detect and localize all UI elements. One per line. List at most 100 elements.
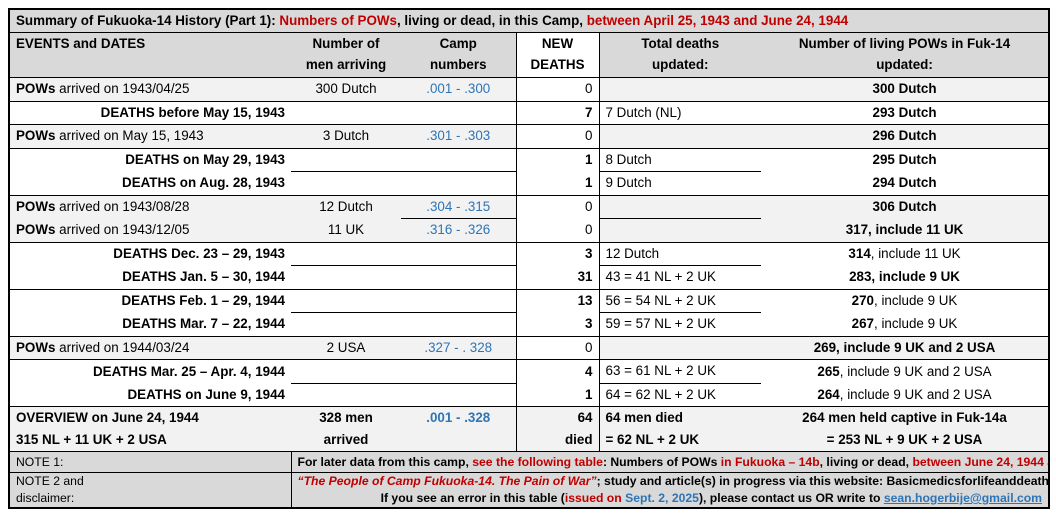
title-row: Summary of Fukuoka-14 History (Part 1): … <box>9 9 1050 33</box>
text-segment: Summary of Fukuoka-14 History (Part 1): <box>16 13 280 28</box>
living-rest: , include 9 UK <box>874 316 958 331</box>
note-2-text: “The People of Camp Fukuoka-14. The Pain… <box>291 472 1050 508</box>
total-deaths <box>599 194 761 219</box>
text-segment: issued on <box>564 491 626 505</box>
total-deaths: 7 Dutch (NL) <box>599 100 761 125</box>
men-arriving <box>291 359 401 384</box>
living-pows: 293 Dutch <box>761 100 1050 125</box>
men-arriving <box>291 312 401 337</box>
living-bold: 296 Dutch <box>872 128 937 144</box>
overview-arriving: arrived <box>291 429 401 452</box>
email-link[interactable]: sean.hogerbije@gmail.com <box>883 491 1043 505</box>
text-segment: , living or dead, <box>819 454 913 469</box>
overview-total: = 62 NL + 2 UK <box>599 429 761 452</box>
living-pows: 269, include 9 UK and 2 USA <box>761 335 1050 360</box>
header-camp-numbers: Camp numbers <box>401 32 516 78</box>
camp-numbers <box>401 359 516 384</box>
arrival-row: POWs arrived on 1943/12/05 11 UK .316 - .3… <box>9 218 1050 243</box>
living-pows: 306 Dutch <box>761 194 1050 219</box>
camp-numbers <box>401 147 516 172</box>
header-row: EVENTS and DATES Number of men arriving C… <box>9 32 1050 78</box>
note-1-label: NOTE 1: <box>9 451 292 473</box>
event-rest: arrived on 1943/04/25 <box>55 81 190 97</box>
note-1-row: NOTE 1: For later data from this camp, se… <box>9 451 1050 473</box>
event-bold: DEATHS Jan. 5 – 30, 1944 <box>122 269 285 284</box>
event-label: POWs arrived on 1943/04/25 <box>9 77 291 101</box>
header-text: updated: <box>876 57 933 72</box>
event-label: DEATHS Dec. 23 – 29, 1943 <box>9 241 291 266</box>
living-pows: 264, include 9 UK and 2 USA <box>761 383 1049 407</box>
deaths-row: DEATHS before May 15, 1943 7 7 Dutch (NL) 2… <box>9 100 1050 125</box>
total-deaths: 43 = 41 NL + 2 UK <box>605 269 716 285</box>
arrival-row: POWs arrived on 1943/04/25 300 Dutch .001 … <box>9 77 1050 101</box>
new-deaths: 13 <box>515 288 600 313</box>
total-deaths: 12 Dutch <box>599 241 761 266</box>
table-title: Summary of Fukuoka-14 History (Part 1): … <box>9 9 1050 33</box>
new-deaths: 1 <box>515 383 600 407</box>
new-deaths: 1 <box>515 171 600 195</box>
text-segment: : Numbers of POWs <box>602 454 721 469</box>
camp-numbers <box>401 100 516 125</box>
total-deaths <box>599 124 761 148</box>
living-bold: 267 <box>851 316 874 331</box>
living-pows: 317, include 11 UK <box>761 219 1049 243</box>
deaths-row: DEATHS on Aug. 28, 1943 1 9 Dutch 294 Dutch <box>9 171 1050 196</box>
overview-new: died <box>515 429 600 452</box>
overview-label: OVERVIEW on June 24, 1944 <box>9 406 291 429</box>
event-label: DEATHS on June 9, 1944 <box>9 383 291 407</box>
deaths-row: DEATHS Mar. 7 – 22, 1944 3 59 = 57 NL + 2 … <box>9 312 1050 337</box>
event-bold: POWs <box>16 222 56 237</box>
total-deaths: 9 Dutch <box>605 175 652 191</box>
event-bold: POWs <box>16 199 56 214</box>
living-rest: , include 9 UK <box>874 293 958 308</box>
living-bold: 293 Dutch <box>872 104 937 120</box>
men-arriving <box>291 288 401 313</box>
men-arriving <box>291 383 401 407</box>
living-bold: 314 <box>848 246 871 261</box>
men-arriving <box>291 171 401 196</box>
camp-numbers <box>401 312 516 337</box>
living-rest: , include 9 UK and 2 USA <box>839 386 992 402</box>
total-deaths: 63 = 61 NL + 2 UK <box>599 359 761 384</box>
new-deaths: 7 <box>515 100 600 125</box>
total-deaths <box>599 335 761 360</box>
note-2-row: NOTE 2 and disclaimer: “The People of Camp… <box>9 472 1050 508</box>
men-arriving <box>291 100 401 125</box>
living-bold: 270 <box>851 293 874 308</box>
new-deaths: 4 <box>515 359 600 383</box>
deaths-row: DEATHS Mar. 25 – Apr. 4, 1944 4 63 = 61 NL… <box>9 359 1050 384</box>
camp-numbers <box>401 265 516 290</box>
living-rest: , include 11 UK <box>870 246 961 261</box>
living-pows: 283, include 9 UK <box>761 266 1049 290</box>
deaths-row: DEATHS on June 9, 1944 1 64 = 62 NL + 2 UK… <box>9 383 1050 407</box>
total-deaths <box>599 77 761 101</box>
event-bold: DEATHS Mar. 25 – Apr. 4, 1944 <box>92 363 285 379</box>
overview-row: 315 NL + 11 UK + 2 USA arrived died = 62 NL… <box>9 429 1050 452</box>
camp-numbers: .316 - .326 <box>426 222 491 238</box>
overview-camp: .001 - .328 <box>401 406 516 429</box>
event-label: DEATHS Jan. 5 – 30, 1944 <box>9 266 291 290</box>
camp-numbers: .327 - . 328 <box>401 335 516 360</box>
overview-row: OVERVIEW on June 24, 1944 328 men .001 - .… <box>9 406 1050 429</box>
total-deaths: 56 = 54 NL + 2 UK <box>599 288 761 313</box>
new-deaths: 0 <box>515 77 600 101</box>
deaths-row: DEATHS Jan. 5 – 30, 1944 31 43 = 41 NL + 2… <box>9 265 1050 290</box>
new-deaths: 0 <box>515 124 600 148</box>
event-bold: DEATHS on May 29, 1943 <box>125 152 285 167</box>
new-deaths: 3 <box>515 312 600 336</box>
total-deaths: 59 = 57 NL + 2 UK <box>605 316 716 332</box>
deaths-row: DEATHS on May 29, 1943 1 8 Dutch 295 Dutch <box>9 147 1050 172</box>
header-arriving: Number of men arriving <box>291 32 401 78</box>
event-bold: DEATHS on June 9, 1944 <box>127 386 285 402</box>
total-deaths: 64 = 62 NL + 2 UK <box>605 386 716 402</box>
camp-numbers: .304 - .315 <box>401 194 516 219</box>
living-pows: 265, include 9 UK and 2 USA <box>761 359 1050 383</box>
text-segment: ; study and article(s) in progress via t… <box>596 474 1050 488</box>
text-segment: between April 25, 1943 and June 24, 1944 <box>586 13 849 28</box>
living-pows: 300 Dutch <box>761 77 1050 101</box>
arrival-row: POWs arrived on May 15, 1943 3 Dutch .301 … <box>9 124 1050 148</box>
note-2-line-1: “The People of Camp Fukuoka-14. The Pain… <box>298 473 1050 490</box>
text-segment: If you see an error in this table ( <box>380 491 565 505</box>
overview-total: 64 men died <box>599 406 761 429</box>
men-arriving <box>291 147 401 172</box>
